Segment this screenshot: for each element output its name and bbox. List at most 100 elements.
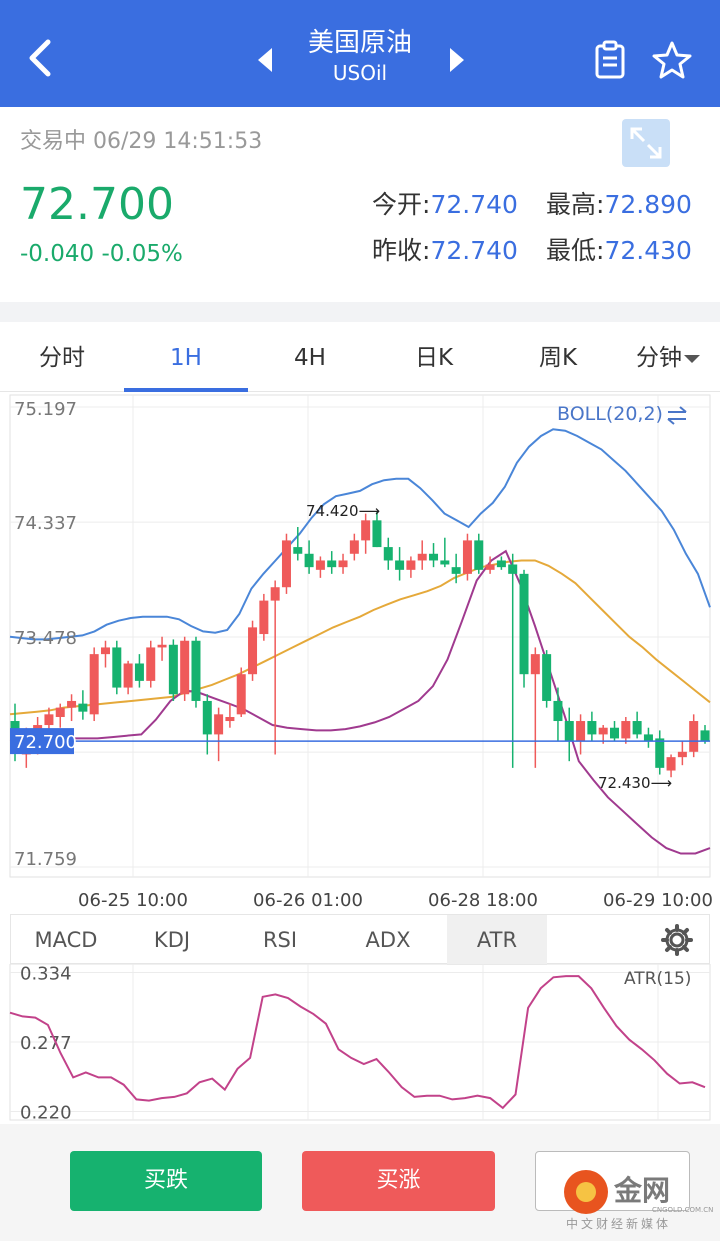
x-tick-label: 06-29 10:00: [603, 890, 713, 911]
tab-macd[interactable]: MACD: [34, 928, 98, 952]
trade-bar: 买跌 买涨: [0, 1124, 720, 1241]
candle: [112, 640, 122, 695]
candle: [327, 551, 337, 574]
next-icon[interactable]: [446, 46, 466, 74]
y-tick-label: 75.197: [14, 399, 77, 420]
candle: [168, 639, 178, 701]
sell-button[interactable]: 买跌: [70, 1151, 262, 1211]
stat-open-value: 72.740: [430, 190, 518, 219]
candle: [67, 694, 77, 722]
candle: [553, 687, 563, 742]
candle: [248, 620, 258, 681]
tab-timeshare[interactable]: 分时: [39, 345, 85, 371]
star-icon[interactable]: [652, 40, 692, 80]
candle: [576, 714, 586, 755]
candle: [157, 636, 167, 661]
boll-label[interactable]: BOLL(20,2): [557, 403, 663, 425]
candle: [542, 650, 552, 708]
candlestick-chart[interactable]: 72.700 75.197 74.337 73.478 71.759 06-25 10…: [0, 392, 720, 912]
stat-high-label: 最高:: [546, 190, 605, 219]
candle: [259, 593, 269, 641]
y-tick-label: 74.337: [14, 513, 77, 534]
candle: [349, 533, 359, 561]
x-tick-label: 06-26 01:00: [253, 890, 363, 911]
candle: [225, 703, 235, 728]
logo-tagline: 中文财经新媒体: [566, 1216, 671, 1231]
tab-1h[interactable]: 1H: [170, 345, 202, 371]
trading-status: 交易中 06/29 14:51:53: [20, 129, 263, 154]
stat-open: 今开:72.740: [372, 185, 518, 221]
candle: [315, 556, 325, 578]
candle: [55, 703, 65, 728]
atr-line: [9, 975, 706, 1110]
indicator-tabs: MACD KDJ RSI ADX ATR: [10, 914, 710, 965]
candle: [621, 717, 631, 744]
boll-middle-line: [9, 559, 711, 716]
candle: [395, 547, 405, 581]
atr-chart[interactable]: 0.334 0.277 0.220 ATR(15): [0, 964, 720, 1124]
candle: [677, 741, 687, 766]
candle: [485, 556, 495, 574]
candle: [655, 730, 665, 775]
back-icon[interactable]: [22, 36, 62, 80]
price-change: -0.040 -0.05%: [20, 241, 183, 267]
y-tick-label: 73.478: [14, 628, 77, 649]
tab-rsi[interactable]: RSI: [262, 928, 298, 952]
current-price-label: 72.700: [14, 732, 77, 753]
top-bar: 美国原油 USOil: [0, 0, 720, 107]
tab-daily[interactable]: 日K: [414, 345, 454, 371]
quote-panel: 交易中 06/29 14:51:53 72.700 -0.040 -0.05% …: [0, 107, 720, 302]
buy-button[interactable]: 买涨: [302, 1151, 495, 1211]
candle: [78, 690, 88, 720]
title-area: 美国原油 USOil: [250, 26, 470, 86]
change-percent: -0.05%: [101, 241, 183, 267]
candle: [89, 647, 99, 722]
candle: [689, 714, 699, 758]
candle: [372, 510, 382, 548]
logo-text: 金网: [613, 1174, 670, 1207]
tab-minute[interactable]: 分钟: [618, 322, 718, 392]
candle: [293, 527, 303, 561]
page-title: 美国原油: [307, 28, 412, 58]
candle: [417, 540, 427, 570]
candle: [180, 636, 190, 701]
note-icon[interactable]: [592, 40, 628, 80]
candle: [429, 543, 439, 568]
divider: [0, 302, 720, 322]
prev-icon[interactable]: [256, 46, 276, 74]
tab-4h[interactable]: 4H: [294, 345, 326, 371]
tab-weekly[interactable]: 周K: [538, 345, 578, 371]
stat-prev-close-label: 昨收:: [372, 236, 431, 265]
fullscreen-button[interactable]: [622, 119, 670, 167]
stat-low: 最低:72.430: [546, 231, 692, 267]
chart-frame: [9, 394, 711, 878]
candle: [610, 721, 620, 742]
candle: [338, 553, 348, 574]
period-tabs: 分时 1H 4H 日K 周K 分钟: [0, 322, 720, 392]
candle: [508, 553, 518, 768]
candle: [519, 569, 529, 688]
tab-kdj[interactable]: KDJ: [153, 928, 191, 952]
gear-icon[interactable]: [661, 924, 693, 956]
candle: [236, 667, 246, 718]
tab-adx[interactable]: ADX: [365, 928, 411, 952]
tab-atr[interactable]: ATR: [447, 915, 547, 965]
candle: [474, 533, 484, 574]
candle: [281, 533, 291, 594]
swap-icon[interactable]: [667, 406, 687, 425]
candle: [462, 533, 472, 581]
x-tick-label: 06-28 18:00: [428, 890, 538, 911]
candle: [123, 660, 133, 695]
current-price: 72.700: [20, 179, 174, 230]
candle: [406, 556, 416, 578]
candle: [530, 647, 540, 768]
candle: [361, 513, 371, 554]
stat-prev-close: 昨收:72.740: [372, 231, 518, 267]
candle: [496, 556, 506, 570]
third-button[interactable]: [535, 1151, 690, 1211]
candle: [134, 654, 144, 688]
candle: [202, 694, 212, 755]
stat-high: 最高:72.890: [546, 185, 692, 221]
stat-low-label: 最低:: [546, 236, 605, 265]
dropdown-icon: [684, 354, 700, 363]
